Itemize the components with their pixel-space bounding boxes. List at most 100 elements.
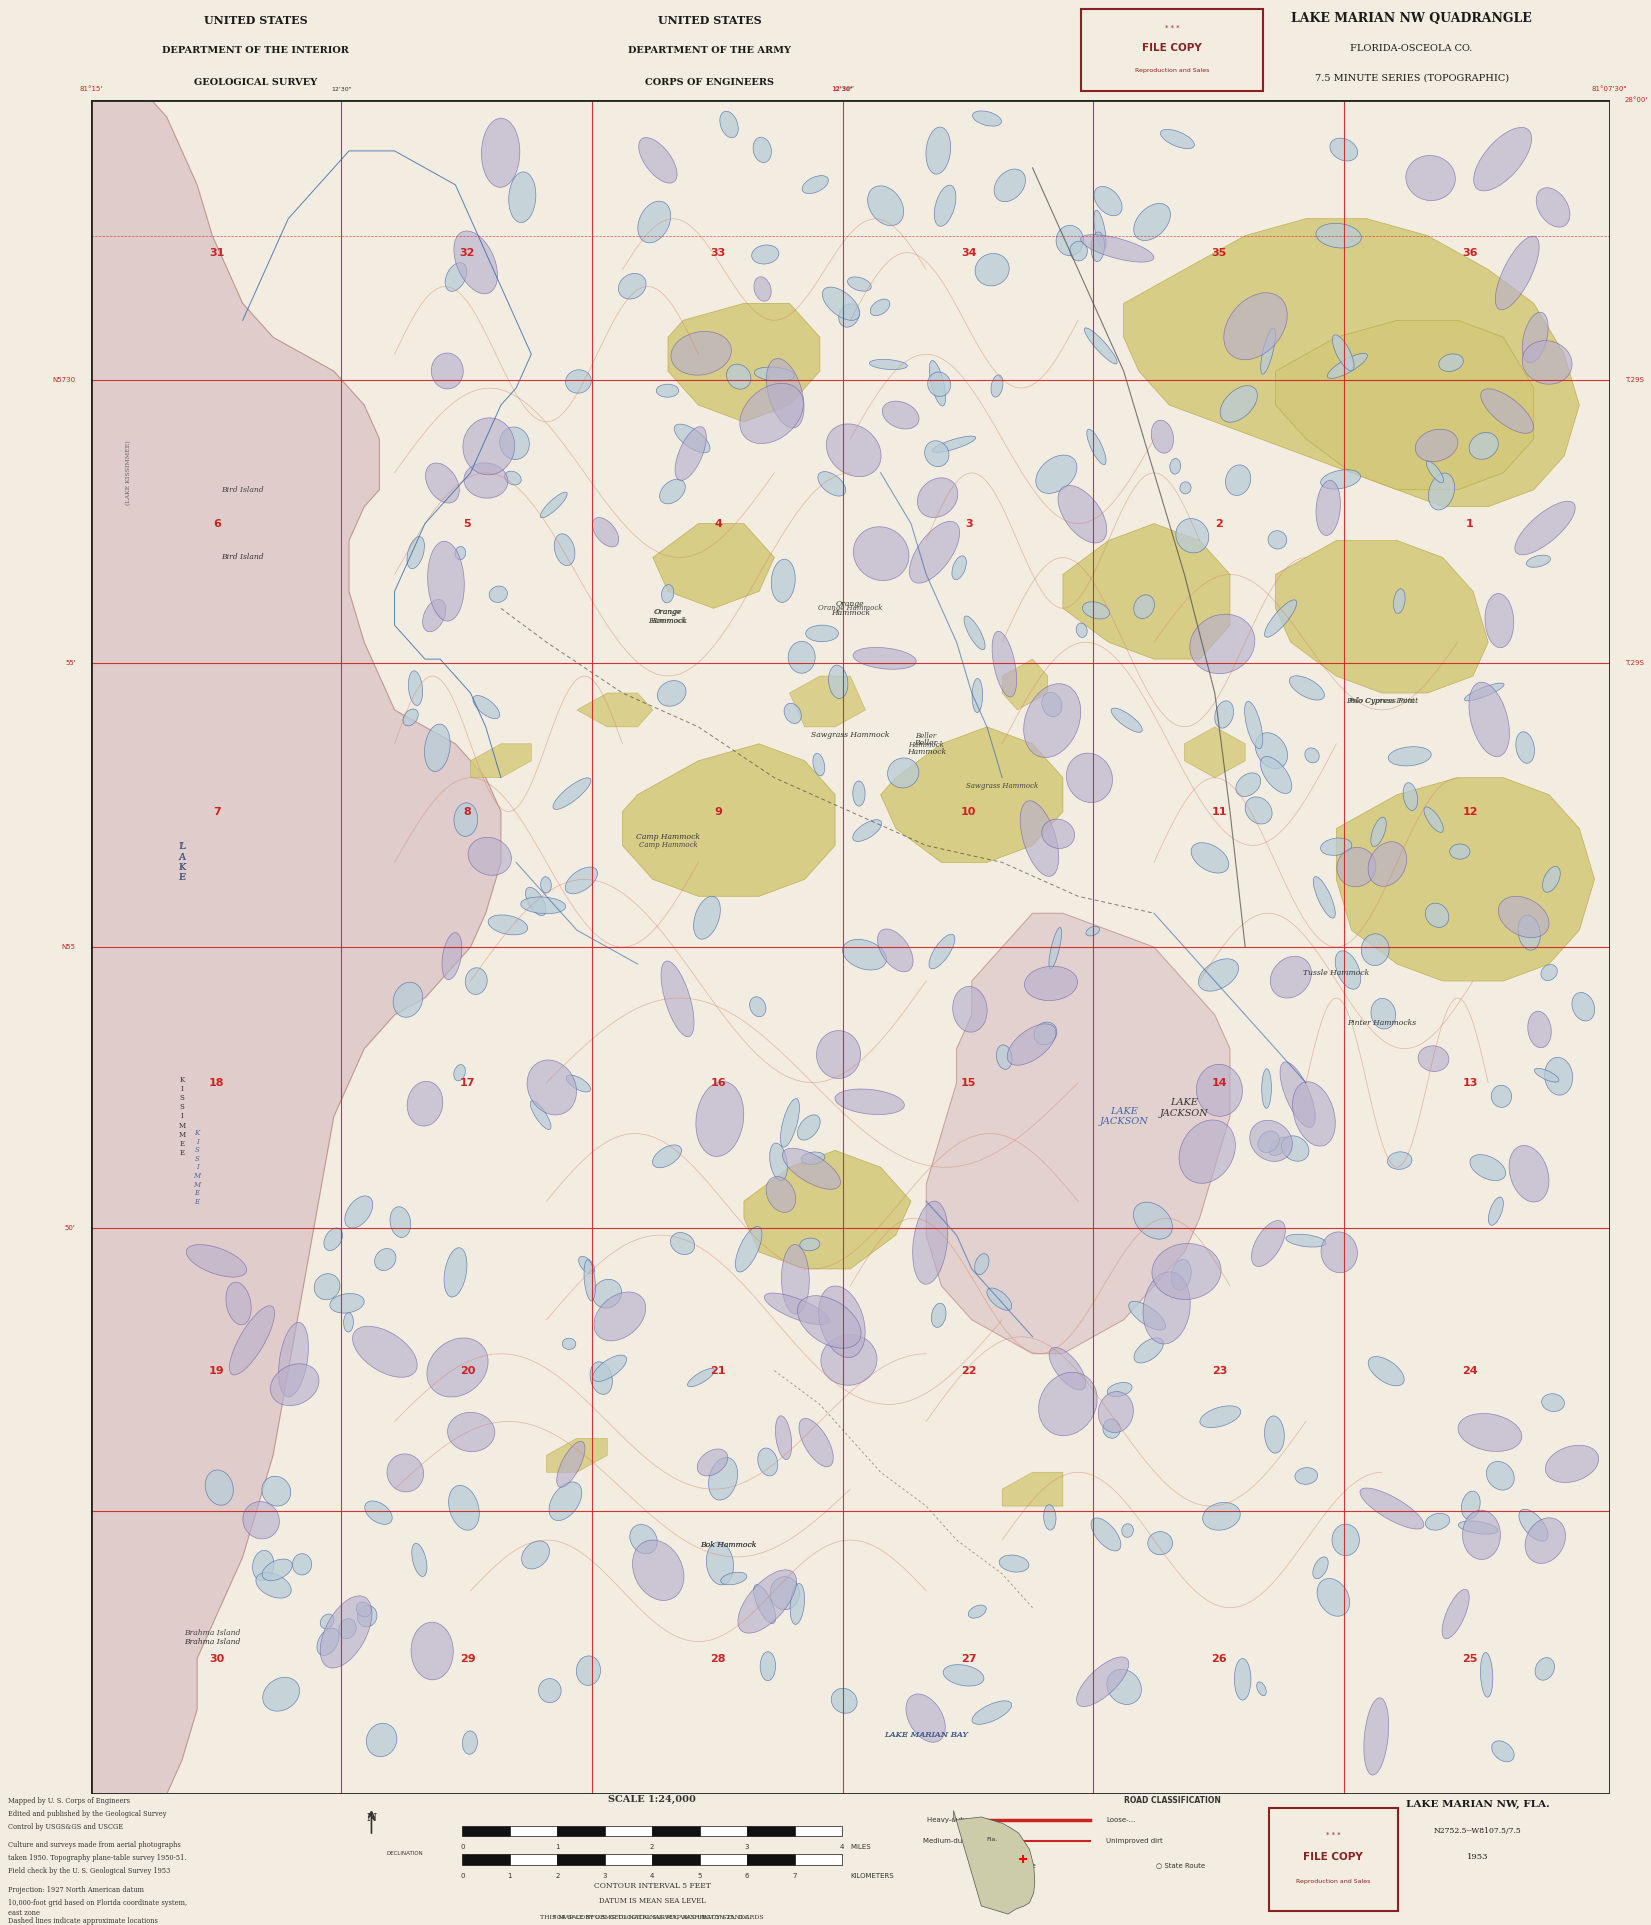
- Polygon shape: [1276, 541, 1488, 693]
- Text: SCALE 1:24,000: SCALE 1:24,000: [608, 1794, 697, 1804]
- Text: Polo Cypress Point: Polo Cypress Point: [1346, 697, 1418, 705]
- Ellipse shape: [720, 112, 738, 139]
- Text: 1: 1: [1466, 518, 1474, 529]
- Text: 20: 20: [461, 1365, 475, 1376]
- Ellipse shape: [1572, 993, 1595, 1020]
- Text: 32: 32: [461, 248, 475, 258]
- Ellipse shape: [353, 1326, 418, 1376]
- Ellipse shape: [1405, 156, 1455, 200]
- Text: 3: 3: [964, 518, 972, 529]
- Polygon shape: [1002, 1473, 1063, 1505]
- Text: 4: 4: [650, 1873, 654, 1879]
- Ellipse shape: [1484, 593, 1514, 647]
- Ellipse shape: [1223, 293, 1288, 360]
- Ellipse shape: [751, 244, 779, 264]
- Ellipse shape: [243, 1502, 279, 1538]
- Ellipse shape: [693, 897, 720, 939]
- Ellipse shape: [992, 631, 1017, 697]
- Text: 10: 10: [961, 807, 976, 816]
- Ellipse shape: [205, 1471, 233, 1505]
- Ellipse shape: [472, 695, 500, 718]
- Ellipse shape: [566, 370, 591, 393]
- Ellipse shape: [428, 1338, 489, 1398]
- Ellipse shape: [1043, 1505, 1057, 1530]
- Ellipse shape: [1042, 693, 1062, 716]
- Ellipse shape: [1545, 1057, 1573, 1095]
- Ellipse shape: [1086, 429, 1106, 464]
- Ellipse shape: [1450, 843, 1469, 859]
- Ellipse shape: [1519, 1509, 1549, 1542]
- Polygon shape: [669, 304, 821, 422]
- Polygon shape: [926, 912, 1230, 1353]
- Ellipse shape: [1220, 385, 1258, 422]
- Ellipse shape: [1255, 733, 1288, 768]
- Bar: [746, 1854, 794, 1865]
- Ellipse shape: [187, 1245, 246, 1276]
- Text: 12: 12: [1463, 807, 1478, 816]
- Text: Orange Hammock: Orange Hammock: [817, 604, 883, 612]
- Ellipse shape: [1336, 951, 1360, 989]
- Text: 2: 2: [1215, 518, 1223, 529]
- Text: 2: 2: [555, 1873, 560, 1879]
- Text: FILE COPY: FILE COPY: [1303, 1852, 1364, 1861]
- Ellipse shape: [454, 231, 497, 295]
- Ellipse shape: [1134, 1338, 1164, 1363]
- Ellipse shape: [1493, 1740, 1514, 1761]
- Ellipse shape: [1152, 1244, 1222, 1299]
- Text: 10,000-foot grid based on Florida coordinate system,: 10,000-foot grid based on Florida coordi…: [8, 1898, 187, 1906]
- Ellipse shape: [776, 1415, 792, 1459]
- Text: 1953: 1953: [1466, 1854, 1489, 1861]
- Text: Camp Hammock: Camp Hammock: [639, 841, 697, 849]
- Ellipse shape: [953, 556, 966, 579]
- Text: 19: 19: [210, 1365, 225, 1376]
- Ellipse shape: [593, 518, 619, 547]
- Polygon shape: [1336, 778, 1595, 982]
- Text: Dashed lines indicate approximate locations: Dashed lines indicate approximate locati…: [8, 1917, 158, 1925]
- Ellipse shape: [1403, 783, 1418, 810]
- Ellipse shape: [1129, 1301, 1166, 1330]
- Ellipse shape: [456, 547, 466, 560]
- Text: 15: 15: [961, 1078, 976, 1088]
- Ellipse shape: [1007, 1024, 1057, 1065]
- Text: DEPARTMENT OF THE ARMY: DEPARTMENT OF THE ARMY: [629, 46, 791, 54]
- Text: ROAD CLASSIFICATION: ROAD CLASSIFICATION: [1124, 1796, 1220, 1806]
- Text: N: N: [367, 1811, 376, 1823]
- Ellipse shape: [1048, 928, 1062, 968]
- Ellipse shape: [540, 876, 551, 893]
- Ellipse shape: [500, 427, 530, 460]
- Ellipse shape: [1481, 389, 1534, 433]
- Ellipse shape: [292, 1553, 312, 1575]
- Text: 34: 34: [961, 248, 976, 258]
- Ellipse shape: [987, 1288, 1012, 1311]
- Ellipse shape: [829, 666, 849, 699]
- Ellipse shape: [991, 375, 1004, 397]
- Ellipse shape: [1261, 327, 1275, 373]
- Ellipse shape: [928, 372, 951, 397]
- Text: 4: 4: [715, 518, 721, 529]
- Ellipse shape: [1316, 481, 1341, 535]
- Ellipse shape: [1020, 801, 1058, 876]
- Text: Pinter Hammocks: Pinter Hammocks: [1347, 1020, 1417, 1028]
- Text: 8: 8: [464, 807, 472, 816]
- Text: Fla.: Fla.: [986, 1836, 997, 1842]
- Ellipse shape: [1418, 1045, 1450, 1072]
- Ellipse shape: [1313, 1557, 1327, 1578]
- Ellipse shape: [1142, 1272, 1190, 1344]
- Ellipse shape: [826, 424, 882, 477]
- Ellipse shape: [408, 1082, 442, 1126]
- Ellipse shape: [1250, 1120, 1293, 1161]
- Ellipse shape: [408, 670, 423, 705]
- Ellipse shape: [842, 939, 887, 970]
- Text: 30: 30: [210, 1654, 225, 1663]
- Ellipse shape: [817, 472, 845, 497]
- Ellipse shape: [1171, 1259, 1192, 1290]
- Ellipse shape: [1426, 460, 1443, 483]
- Ellipse shape: [576, 1656, 601, 1686]
- Ellipse shape: [695, 1082, 743, 1157]
- Ellipse shape: [1527, 554, 1550, 568]
- Ellipse shape: [423, 599, 446, 631]
- Ellipse shape: [1106, 1669, 1141, 1704]
- Ellipse shape: [726, 364, 751, 389]
- Ellipse shape: [1180, 481, 1190, 495]
- Ellipse shape: [426, 464, 459, 502]
